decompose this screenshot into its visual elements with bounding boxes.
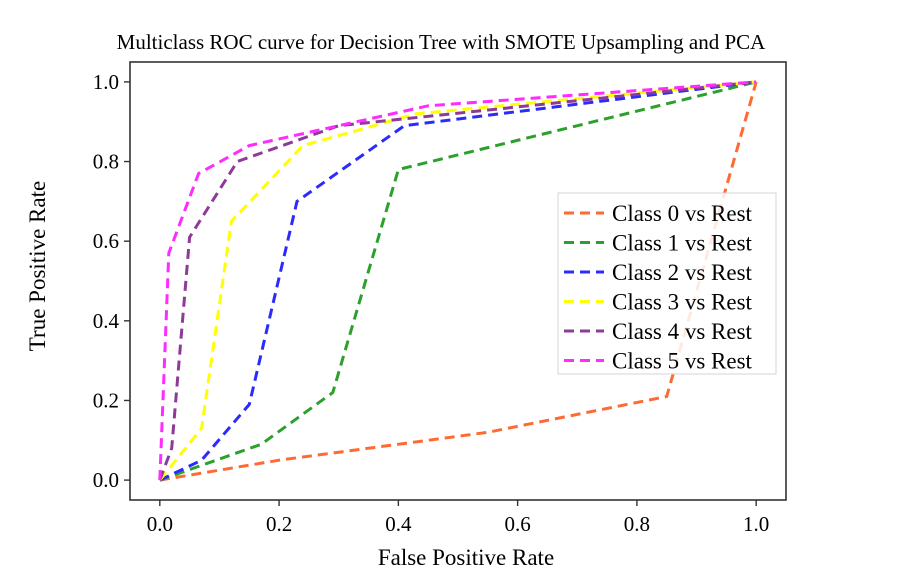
y-tick-label: 0.6 <box>93 229 119 253</box>
x-axis-ticks: 0.0 0.2 0.4 0.6 0.8 1.0 <box>147 500 769 536</box>
y-tick-label: 0.2 <box>93 388 119 412</box>
legend-entry-label: Class 4 vs Rest <box>612 319 753 344</box>
x-tick-label: 0.6 <box>505 512 531 536</box>
roc-curve-series-4 <box>158 80 757 481</box>
roc-curve-series-5 <box>158 80 757 481</box>
roc-curve-series-1 <box>159 80 757 482</box>
legend-entry-label: Class 1 vs Rest <box>612 231 753 256</box>
y-tick-label: 0.0 <box>93 468 119 492</box>
y-tick-label: 1.0 <box>93 70 119 94</box>
y-axis-label: True Positive Rate <box>25 181 50 351</box>
legend-entry-label: Class 5 vs Rest <box>612 349 753 374</box>
roc-curve-series-3 <box>158 80 757 482</box>
legend-box <box>557 192 777 375</box>
legend-entry-label: Class 3 vs Rest <box>612 290 753 315</box>
y-tick-label: 0.4 <box>93 309 120 333</box>
chart-title: Multiclass ROC curve for Decision Tree w… <box>117 30 766 54</box>
x-tick-label: 1.0 <box>743 512 769 536</box>
y-tick-label: 0.8 <box>93 150 119 174</box>
x-tick-label: 0.8 <box>624 512 650 536</box>
roc-curve-series-2 <box>159 80 757 482</box>
legend-entry-label: Class 0 vs Rest <box>612 201 753 226</box>
x-axis-label: False Positive Rate <box>378 545 554 570</box>
legend-entry-label: Class 2 vs Rest <box>612 260 753 285</box>
x-tick-label: 0.2 <box>266 512 292 536</box>
roc-curve-series-0 <box>159 81 758 482</box>
x-tick-label: 0.4 <box>385 512 412 536</box>
x-tick-label: 0.0 <box>147 512 173 536</box>
roc-curves <box>158 80 758 482</box>
y-axis-ticks: 0.0 0.2 0.4 0.6 0.8 1.0 <box>93 70 130 492</box>
legend: Class 0 vs Rest Class 1 vs Rest Class 2 vs… <box>557 192 777 375</box>
